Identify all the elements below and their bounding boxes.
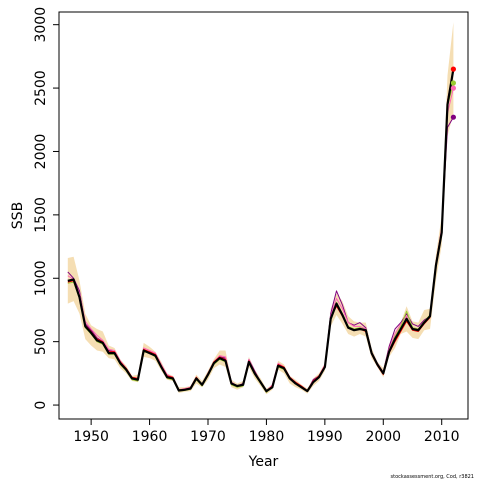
y-tick-label: 3000 (33, 7, 49, 43)
endpoint-3 (450, 85, 456, 91)
plot-frame (58, 11, 469, 420)
x-tick-label: 2010 (424, 429, 460, 445)
x-tick-label: 2000 (365, 429, 401, 445)
x-tick-label: 1960 (132, 429, 168, 445)
x-tick-label: 1980 (249, 429, 285, 445)
x-tick-label: 1970 (190, 429, 226, 445)
endpoint-4 (450, 80, 456, 86)
series-line-2 (67, 116, 454, 393)
y-tick-label: 2000 (33, 134, 49, 170)
series-line-1 (67, 68, 455, 393)
y-tick-label: 1000 (33, 260, 49, 296)
x-tick-label: 1990 (307, 429, 343, 445)
y-tick-label: 0 (33, 401, 49, 410)
endpoint-2 (450, 114, 456, 120)
y-tick-label: 2500 (33, 70, 49, 106)
y-axis-title: SSB (10, 202, 26, 229)
x-axis-title: Year (248, 454, 279, 470)
source-credit: stockassessment.org, Cod, r3821 (391, 474, 474, 480)
endpoint-5 (450, 66, 456, 72)
y-tick-label: 1500 (33, 197, 49, 233)
y-tick-label: 500 (33, 328, 49, 355)
x-tick-label: 1950 (73, 429, 109, 445)
